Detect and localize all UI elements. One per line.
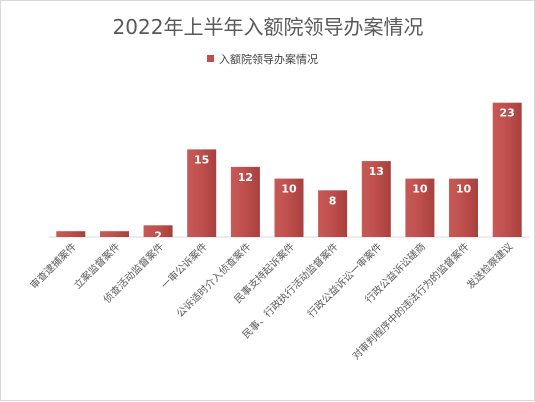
category-label-5: 公诉适时介入侦查案件 [174,240,254,320]
value-label-7: 8 [329,194,337,207]
value-label-4: 15 [194,153,209,166]
category-labels-group: 审查逮捕案件立案监督案件侦查活动监督案件一审公诉案件公诉适时介入侦查案件民事支持… [27,240,515,362]
category-label-11: 发送检察建议 [464,240,516,292]
value-label-9: 10 [412,183,428,196]
legend-label: 入额院领导办案情况 [219,52,318,66]
bar-3 [143,225,173,237]
value-label-11: 23 [500,107,515,120]
bar-6 [274,178,304,237]
value-label-10: 10 [456,183,472,196]
value-label-3: 2 [154,229,162,242]
value-label-1: 1 [67,235,75,248]
value-label-2: 1 [111,235,119,248]
bar-9 [405,178,435,237]
value-label-8: 13 [369,165,384,178]
bar-2 [100,231,129,237]
bars-group [56,102,522,237]
bar-11 [492,102,522,237]
bar-8 [361,161,391,237]
value-label-5: 12 [238,171,253,184]
bar-7 [318,190,348,237]
bar-10 [449,178,478,237]
bar-4 [187,149,217,237]
chart-title: 2022年上半年入额院领导办案情况 [113,15,424,39]
legend-swatch [207,55,214,62]
legend: 入额院领导办案情况 [207,52,318,66]
category-label-8: 行政公益诉讼一审案件 [305,240,385,320]
bar-1 [56,231,86,237]
bar-5 [230,166,260,237]
value-label-6: 10 [281,183,297,196]
